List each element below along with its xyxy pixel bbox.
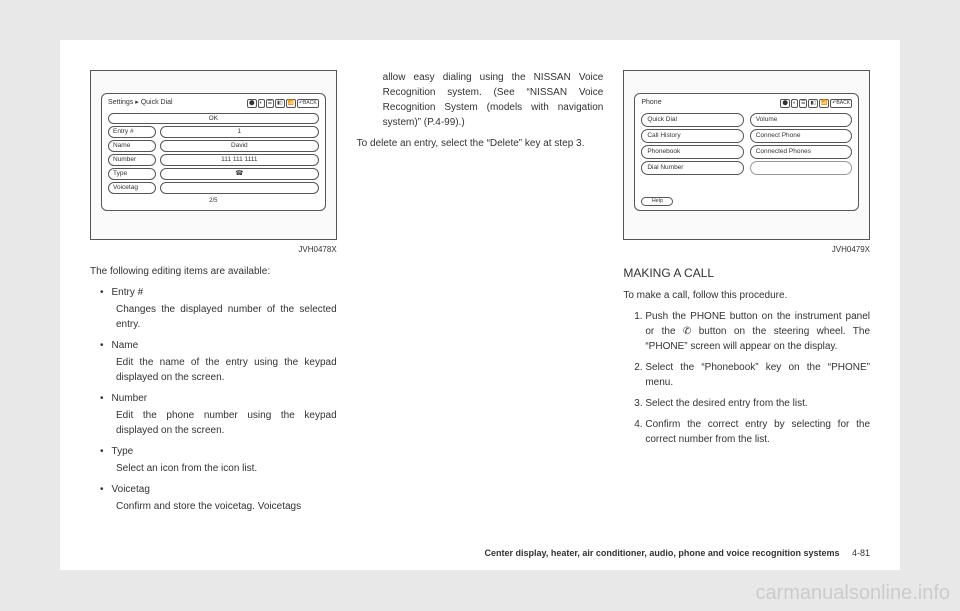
empty-cell	[750, 161, 852, 175]
phone-menu-grid: Quick Dial Volume Call History Connect P…	[641, 113, 852, 194]
status-icon: ☰	[799, 99, 807, 108]
row-value[interactable]: ☎	[160, 168, 319, 180]
status-icon: ☰	[266, 99, 274, 108]
step-item: Confirm the correct entry by selecting f…	[645, 417, 870, 447]
quick-dial-screen: Settings ▸ Quick Dial ⬤ ◐ ☰ ▮▯ 📶 ↶BACK O…	[101, 93, 326, 211]
steps-list: Push the PHONE button on the instrument …	[623, 309, 870, 447]
phonebook-button[interactable]: Phonebook	[641, 145, 743, 159]
list-item: Entry # Changes the displayed number of …	[90, 285, 337, 332]
footer-title: Center display, heater, air conditioner,…	[485, 548, 840, 558]
type-row: Type ☎	[108, 168, 319, 180]
row-value[interactable]: 1	[160, 126, 319, 138]
back-button[interactable]: ↶BACK	[830, 99, 852, 108]
status-icon: ▮▯	[275, 99, 285, 108]
delete-text: To delete an entry, select the “Delete” …	[357, 136, 604, 151]
breadcrumb-row: Settings ▸ Quick Dial ⬤ ◐ ☰ ▮▯ 📶 ↶BACK	[108, 98, 319, 109]
content-columns: Settings ▸ Quick Dial ⬤ ◐ ☰ ▮▯ 📶 ↶BACK O…	[90, 70, 870, 520]
phone-screen: Phone ⬤ ◐ ☰ ▮▯ 📶 ↶BACK Quick Dial	[634, 93, 859, 211]
name-row: Name David	[108, 140, 319, 152]
watermark: carmanualsonline.info	[755, 582, 950, 605]
list-item: Name Edit the name of the entry using th…	[90, 338, 337, 385]
row-value[interactable]: David	[160, 140, 319, 152]
bullet-desc: Edit the name of the entry using the key…	[116, 355, 337, 385]
ok-button[interactable]: OK	[108, 113, 319, 125]
phone-row: Quick Dial Volume	[641, 113, 852, 127]
status-icon: ⬤	[780, 99, 790, 108]
bullet-title: Number	[90, 391, 337, 406]
bullet-title: Entry #	[90, 285, 337, 300]
row-value[interactable]: 111 111 1111	[160, 154, 319, 166]
row-label[interactable]: Number	[108, 154, 156, 166]
voicetag-row: Voicetag	[108, 182, 319, 194]
status-icon: 📶	[286, 99, 296, 108]
list-item: Number Edit the phone number using the k…	[90, 391, 337, 438]
connected-phones-button[interactable]: Connected Phones	[750, 145, 852, 159]
row-label[interactable]: Name	[108, 140, 156, 152]
status-icon: 📶	[819, 99, 829, 108]
breadcrumb-row: Phone ⬤ ◐ ☰ ▮▯ 📶 ↶BACK	[641, 98, 852, 109]
bullet-title: Type	[90, 444, 337, 459]
phone-row: Dial Number	[641, 161, 852, 175]
bullet-desc: Confirm and store the voicetag. Voicetag…	[116, 499, 337, 514]
row-label[interactable]: Voicetag	[108, 182, 156, 194]
status-icon: ⬤	[247, 99, 257, 108]
bullet-desc: Select an icon from the icon list.	[116, 461, 337, 476]
row-value[interactable]	[160, 182, 319, 194]
figure-1-caption: JVH0478X	[90, 244, 337, 256]
bullet-desc: Edit the phone number using the keypad d…	[116, 408, 337, 438]
back-button[interactable]: ↶BACK	[297, 99, 319, 108]
figure-1-frame: Settings ▸ Quick Dial ⬤ ◐ ☰ ▮▯ 📶 ↶BACK O…	[90, 70, 337, 240]
list-item: Voicetag Confirm and store the voicetag.…	[90, 482, 337, 514]
breadcrumb-text: Settings ▸ Quick Dial	[108, 98, 173, 109]
column-1: Settings ▸ Quick Dial ⬤ ◐ ☰ ▮▯ 📶 ↶BACK O…	[90, 70, 337, 520]
figure-2-frame: Phone ⬤ ◐ ☰ ▮▯ 📶 ↶BACK Quick Dial	[623, 70, 870, 240]
manual-page: Settings ▸ Quick Dial ⬤ ◐ ☰ ▮▯ 📶 ↶BACK O…	[60, 40, 900, 570]
bullet-title: Voicetag	[90, 482, 337, 497]
volume-button[interactable]: Volume	[750, 113, 852, 127]
status-icon: ▮▯	[808, 99, 818, 108]
footer-page: 4-81	[852, 548, 870, 558]
status-icons: ⬤ ◐ ☰ ▮▯ 📶 ↶BACK	[247, 99, 319, 108]
connect-phone-button[interactable]: Connect Phone	[750, 129, 852, 143]
help-button[interactable]: Help	[641, 197, 673, 206]
page-footer: Center display, heater, air conditioner,…	[485, 548, 870, 558]
status-icon: ◐	[791, 99, 798, 108]
column-2: allow easy dialing using the NISSAN Voic…	[357, 70, 604, 520]
status-icon: ◐	[258, 99, 265, 108]
column-3: Phone ⬤ ◐ ☰ ▮▯ 📶 ↶BACK Quick Dial	[623, 70, 870, 520]
call-history-button[interactable]: Call History	[641, 129, 743, 143]
figure-2-caption: JVH0479X	[623, 244, 870, 256]
phone-row: Call History Connect Phone	[641, 129, 852, 143]
bullet-desc: Changes the displayed number of the sele…	[116, 302, 337, 332]
making-call-intro: To make a call, follow this procedure.	[623, 288, 870, 303]
entry-row: Entry # 1	[108, 126, 319, 138]
step-item: Select the “Phonebook” key on the “PHONE…	[645, 360, 870, 390]
row-label[interactable]: Type	[108, 168, 156, 180]
pager: 2/5	[108, 197, 319, 206]
bullet-title: Name	[90, 338, 337, 353]
quick-dial-button[interactable]: Quick Dial	[641, 113, 743, 127]
bullet-list: Entry # Changes the displayed number of …	[90, 285, 337, 514]
making-call-heading: MAKING A CALL	[623, 264, 870, 282]
status-icons: ⬤ ◐ ☰ ▮▯ 📶 ↶BACK	[780, 99, 852, 108]
number-row: Number 111 111 1111	[108, 154, 319, 166]
intro-text: The following editing items are availabl…	[90, 264, 337, 279]
step-item: Push the PHONE button on the instrument …	[645, 309, 870, 354]
dial-number-button[interactable]: Dial Number	[641, 161, 743, 175]
voicetag-cont: allow easy dialing using the NISSAN Voic…	[383, 70, 604, 130]
list-item: Type Select an icon from the icon list.	[90, 444, 337, 476]
row-label[interactable]: Entry #	[108, 126, 156, 138]
breadcrumb-text: Phone	[641, 98, 661, 109]
phone-row: Phonebook Connected Phones	[641, 145, 852, 159]
step-item: Select the desired entry from the list.	[645, 396, 870, 411]
